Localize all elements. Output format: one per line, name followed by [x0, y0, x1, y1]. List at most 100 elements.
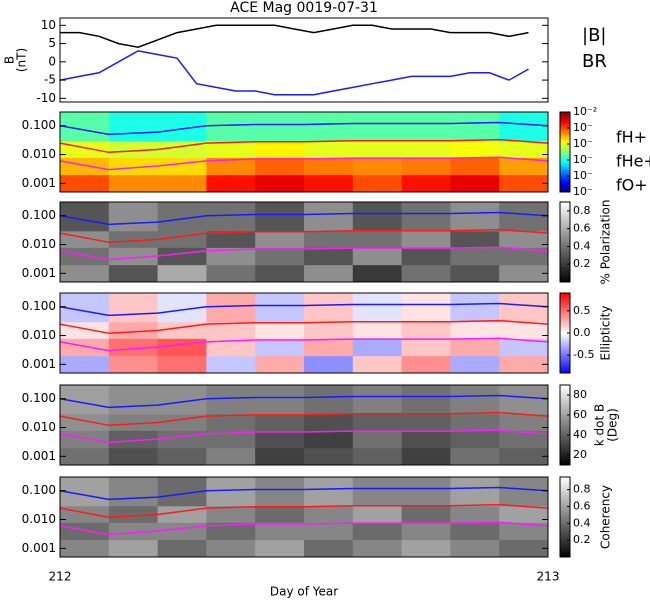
heatmap-cell	[108, 247, 159, 266]
heatmap-cell	[255, 430, 305, 449]
heatmap-cell	[206, 477, 256, 507]
colorbar-slice	[560, 485, 570, 488]
colorbar-slice	[560, 419, 570, 422]
colorbar-slice	[560, 343, 570, 346]
heatmap-cell	[352, 539, 403, 557]
series-line	[60, 503, 548, 519]
heatmap-cell	[450, 385, 500, 415]
y-tick-label: 0.010	[22, 420, 56, 434]
heatmap-cell	[450, 321, 500, 339]
panel	[60, 24, 529, 96]
heatmap-cell	[157, 264, 207, 282]
heatmap-cell	[108, 385, 159, 415]
heatmap-cell	[304, 430, 354, 449]
colorbar-slice	[560, 268, 570, 271]
heatmap-cell	[255, 447, 305, 465]
colorbar-slice	[560, 246, 570, 249]
heatmap-cell	[157, 355, 207, 373]
heatmap-cell	[108, 112, 159, 142]
heatmap-cell	[304, 447, 354, 465]
heatmap-cell	[157, 247, 207, 266]
heatmap-cell	[352, 247, 403, 266]
heatmap-cell	[499, 505, 548, 523]
chart-title: ACE Mag 0019-07-31	[230, 0, 378, 16]
heatmap-cell	[401, 202, 451, 232]
colorbar-slice	[560, 210, 570, 213]
heatmap-cell	[499, 202, 548, 232]
heatmap-cell	[450, 293, 500, 323]
colorbar-tick-label: 0.2	[573, 533, 591, 546]
colorbar-slice	[560, 457, 570, 460]
panel	[60, 293, 548, 373]
legend-label: fHe+	[616, 152, 650, 171]
heatmap-cell	[108, 230, 159, 248]
heatmap-cell	[206, 247, 256, 266]
colorbar-slice	[560, 423, 570, 426]
heatmap-cell	[304, 413, 354, 431]
heatmap-cell	[401, 539, 451, 557]
colorbar-slice	[560, 517, 570, 520]
y-tick-label: 0.100	[22, 208, 56, 222]
colorbar-slice	[560, 136, 570, 139]
colorbar-slice	[560, 491, 570, 494]
colorbar-slice	[560, 293, 570, 296]
colorbar-slice	[560, 405, 570, 408]
series-line	[60, 138, 548, 154]
y-tick-label: 0	[48, 54, 56, 68]
heatmap-cell	[401, 477, 451, 507]
heatmap-cell	[60, 505, 110, 523]
colorbar-slice	[560, 307, 570, 310]
heatmap-cell	[108, 293, 159, 323]
heatmap-cell	[499, 385, 548, 415]
colorbar-slice	[560, 445, 570, 448]
colorbar-slice	[560, 499, 570, 502]
colorbar-frame	[559, 111, 571, 193]
heatmap-cell	[157, 447, 207, 465]
colorbar-slice	[560, 355, 570, 358]
colorbar-slice	[560, 365, 570, 368]
heatmap-cell	[352, 174, 403, 192]
colorbar-slice	[560, 156, 570, 159]
colorbar-slice	[560, 433, 570, 436]
colorbar-slice	[560, 551, 570, 554]
heatmap-cell	[499, 140, 548, 158]
colorbar-tick-label: 0.5	[573, 304, 591, 317]
colorbar-slice	[560, 411, 570, 414]
series-line	[60, 24, 529, 48]
colorbar-slice	[560, 254, 570, 257]
heatmap-cell	[108, 174, 159, 192]
heatmap-cell	[157, 430, 207, 449]
heatmap-cell	[401, 264, 451, 282]
heatmap-cell	[499, 413, 548, 431]
heatmap-cell	[401, 293, 451, 323]
heatmap-cell	[255, 539, 305, 557]
colorbar-slice	[560, 421, 570, 424]
heatmap-cell	[304, 355, 354, 373]
colorbar-label: % Polarization	[599, 200, 613, 285]
colorbar-slice	[560, 315, 570, 318]
colorbar-slice	[560, 160, 570, 163]
colorbar-slice	[560, 184, 570, 187]
colorbar-slice	[560, 252, 570, 255]
y-tick-label: 0.100	[22, 483, 56, 497]
colorbar-slice	[560, 367, 570, 370]
heatmap-cell	[450, 355, 500, 373]
heatmap-cell	[352, 264, 403, 282]
series-line	[60, 228, 548, 244]
colorbar-slice	[560, 443, 570, 446]
heatmap-cell	[450, 247, 500, 266]
colorbar-slice	[560, 515, 570, 518]
heatmap-cell	[60, 247, 110, 266]
plot-frame	[59, 476, 549, 558]
colorbar-slice	[560, 545, 570, 548]
heatmap-cell	[157, 157, 207, 176]
heatmap-cell	[352, 293, 403, 323]
colorbar-slice	[560, 309, 570, 312]
colorbar-tick-label: 0.0	[573, 326, 591, 339]
series-line	[60, 211, 548, 226]
colorbar-slice	[560, 244, 570, 247]
heatmap-cell	[255, 202, 305, 232]
colorbar-slice	[560, 329, 570, 332]
colorbar-slice	[560, 274, 570, 277]
colorbar-slice	[560, 323, 570, 326]
